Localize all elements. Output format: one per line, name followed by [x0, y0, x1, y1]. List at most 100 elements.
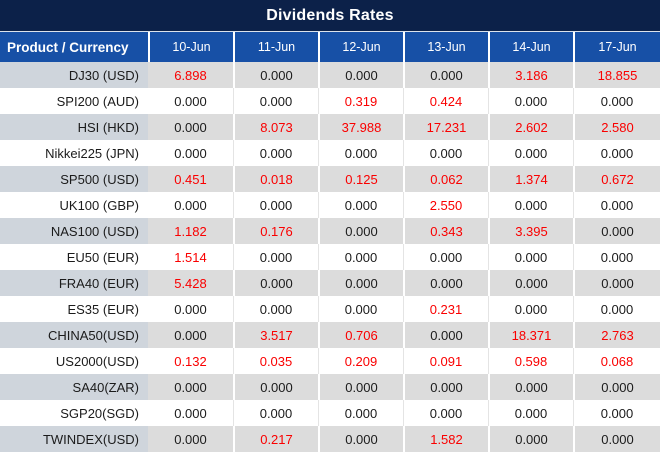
value-cell: 0.000: [233, 192, 318, 218]
value-cell: 0.000: [403, 244, 488, 270]
value-cell: 0.000: [233, 270, 318, 296]
value-cell: 0.424: [403, 88, 488, 114]
value-cell: 0.000: [403, 62, 488, 88]
value-cell: 0.035: [233, 348, 318, 374]
value-cell: 3.395: [488, 218, 573, 244]
value-cell: 0.000: [573, 270, 660, 296]
value-cell: 0.672: [573, 166, 660, 192]
column-header-11-jun: 11-Jun: [233, 32, 318, 62]
value-cell: 0.000: [573, 426, 660, 452]
dividends-rates-table: Product / Currency 10-Jun 11-Jun 12-Jun 13-…: [0, 32, 660, 452]
value-cell: 37.988: [318, 114, 403, 140]
value-cell: 0.319: [318, 88, 403, 114]
value-cell: 0.217: [233, 426, 318, 452]
value-cell: 0.000: [148, 114, 233, 140]
value-cell: 0.132: [148, 348, 233, 374]
value-cell: 6.898: [148, 62, 233, 88]
value-cell: 1.182: [148, 218, 233, 244]
value-cell: 0.000: [403, 400, 488, 426]
product-cell: CHINA50(USD): [0, 322, 148, 348]
value-cell: 0.000: [318, 270, 403, 296]
product-cell: EU50 (EUR): [0, 244, 148, 270]
value-cell: 1.374: [488, 166, 573, 192]
value-cell: 0.000: [488, 192, 573, 218]
value-cell: 0.000: [403, 270, 488, 296]
value-cell: 0.000: [488, 426, 573, 452]
value-cell: 0.091: [403, 348, 488, 374]
product-cell: NAS100 (USD): [0, 218, 148, 244]
value-cell: 0.000: [148, 192, 233, 218]
value-cell: 0.000: [488, 296, 573, 322]
value-cell: 0.000: [573, 218, 660, 244]
value-cell: 0.000: [148, 374, 233, 400]
value-cell: 0.068: [573, 348, 660, 374]
value-cell: 0.000: [403, 140, 488, 166]
product-cell: HSI (HKD): [0, 114, 148, 140]
value-cell: 0.000: [148, 296, 233, 322]
value-cell: 0.000: [148, 426, 233, 452]
value-cell: 2.602: [488, 114, 573, 140]
product-cell: TWINDEX(USD): [0, 426, 148, 452]
value-cell: 0.000: [233, 62, 318, 88]
value-cell: 0.209: [318, 348, 403, 374]
product-cell: UK100 (GBP): [0, 192, 148, 218]
value-cell: 0.000: [573, 374, 660, 400]
value-cell: 0.706: [318, 322, 403, 348]
value-cell: 0.000: [233, 400, 318, 426]
value-cell: 0.000: [488, 374, 573, 400]
value-cell: 0.000: [233, 140, 318, 166]
value-cell: 0.000: [148, 88, 233, 114]
value-cell: 1.514: [148, 244, 233, 270]
column-header-12-jun: 12-Jun: [318, 32, 403, 62]
value-cell: 0.062: [403, 166, 488, 192]
value-cell: 0.000: [573, 400, 660, 426]
value-cell: 0.000: [573, 88, 660, 114]
value-cell: 0.000: [318, 62, 403, 88]
column-header-10-jun: 10-Jun: [148, 32, 233, 62]
value-cell: 18.371: [488, 322, 573, 348]
value-cell: 0.000: [148, 322, 233, 348]
product-cell: DJ30 (USD): [0, 62, 148, 88]
value-cell: 17.231: [403, 114, 488, 140]
value-cell: 3.186: [488, 62, 573, 88]
value-cell: 0.000: [403, 322, 488, 348]
value-cell: 0.000: [233, 296, 318, 322]
page-title: Dividends Rates: [0, 0, 660, 32]
value-cell: 0.000: [318, 426, 403, 452]
value-cell: 0.231: [403, 296, 488, 322]
column-header-product-currency: Product / Currency: [0, 32, 148, 62]
value-cell: 0.000: [318, 140, 403, 166]
product-cell: ES35 (EUR): [0, 296, 148, 322]
column-header-17-jun: 17-Jun: [573, 32, 660, 62]
product-cell: US2000(USD): [0, 348, 148, 374]
product-cell: SP500 (USD): [0, 166, 148, 192]
value-cell: 0.343: [403, 218, 488, 244]
value-cell: 0.000: [488, 400, 573, 426]
value-cell: 0.000: [233, 88, 318, 114]
value-cell: 0.000: [403, 374, 488, 400]
value-cell: 0.000: [573, 140, 660, 166]
value-cell: 0.000: [233, 244, 318, 270]
value-cell: 0.000: [233, 374, 318, 400]
value-cell: 0.000: [148, 140, 233, 166]
product-cell: SGP20(SGD): [0, 400, 148, 426]
value-cell: 0.000: [318, 244, 403, 270]
value-cell: 0.000: [318, 374, 403, 400]
value-cell: 0.000: [318, 400, 403, 426]
product-cell: FRA40 (EUR): [0, 270, 148, 296]
column-header-13-jun: 13-Jun: [403, 32, 488, 62]
value-cell: 0.000: [148, 400, 233, 426]
value-cell: 0.451: [148, 166, 233, 192]
value-cell: 0.000: [573, 296, 660, 322]
value-cell: 0.000: [488, 270, 573, 296]
column-header-14-jun: 14-Jun: [488, 32, 573, 62]
value-cell: 0.000: [488, 140, 573, 166]
value-cell: 1.582: [403, 426, 488, 452]
product-cell: SA40(ZAR): [0, 374, 148, 400]
value-cell: 0.000: [318, 296, 403, 322]
value-cell: 0.000: [488, 244, 573, 270]
value-cell: 5.428: [148, 270, 233, 296]
value-cell: 0.000: [488, 88, 573, 114]
value-cell: 0.000: [318, 192, 403, 218]
value-cell: 18.855: [573, 62, 660, 88]
